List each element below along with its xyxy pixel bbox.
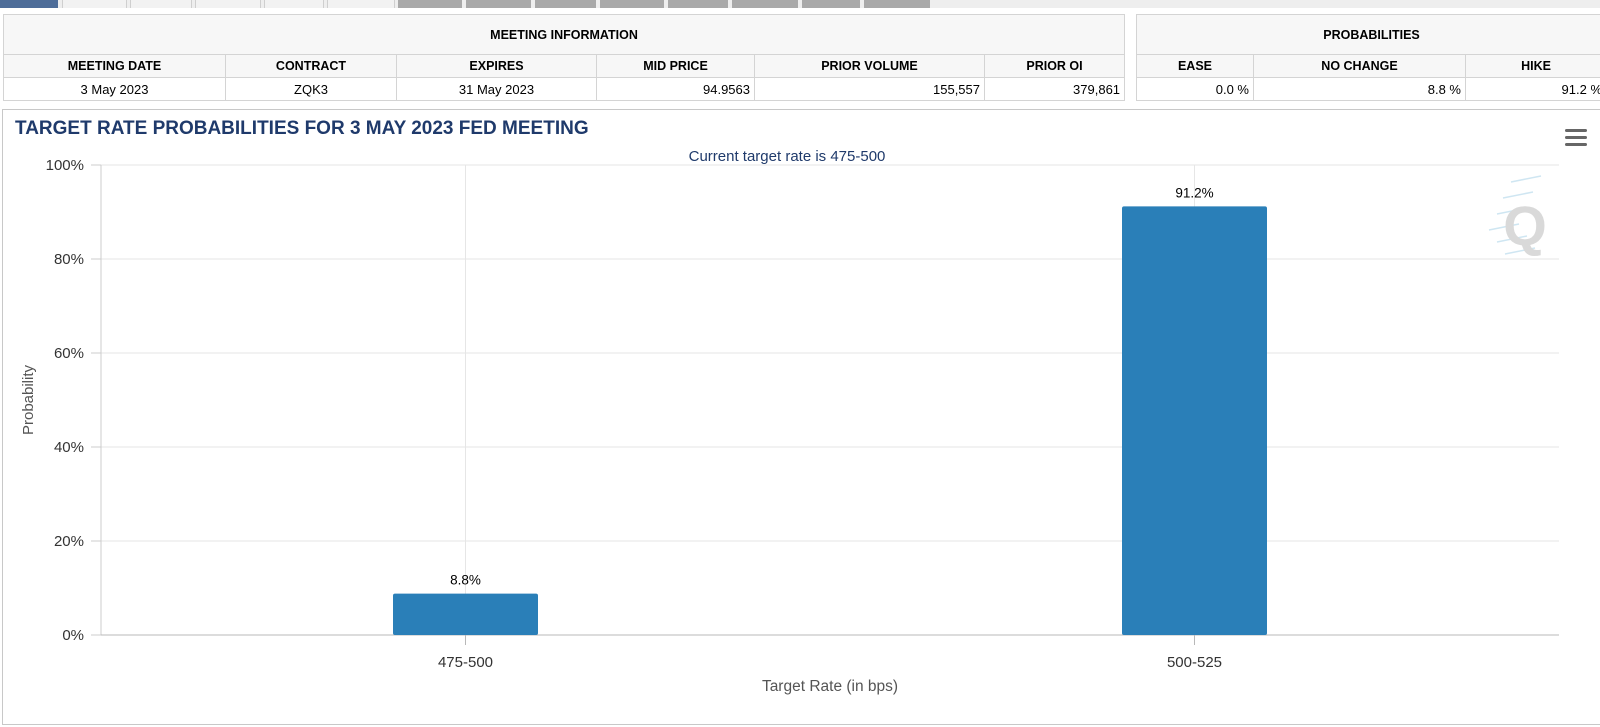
- column-header: MID PRICE: [596, 54, 755, 78]
- tab[interactable]: [864, 0, 930, 8]
- tab[interactable]: [327, 0, 395, 8]
- tab[interactable]: [668, 0, 728, 8]
- y-tick-label: 60%: [54, 345, 84, 362]
- column-header: EASE: [1136, 54, 1254, 78]
- column-header: MEETING DATE: [3, 54, 226, 78]
- mid-price-cell: 94.9563: [596, 77, 755, 101]
- tab-active[interactable]: [0, 0, 58, 8]
- y-tick-label: 0%: [62, 627, 84, 644]
- meeting-information-header: MEETING INFORMATION: [2, 14, 1126, 55]
- tab[interactable]: [398, 0, 462, 8]
- chart-subtitle: Current target rate is 475-500: [689, 148, 886, 165]
- tab[interactable]: [535, 0, 596, 8]
- tab[interactable]: [802, 0, 860, 8]
- table-row: 0.0 % 8.8 % 91.2 %: [1136, 77, 1600, 101]
- y-tick-label: 80%: [54, 251, 84, 268]
- expires-cell: 31 May 2023: [396, 77, 597, 101]
- x-tick-label: 475-500: [438, 654, 493, 671]
- column-header: CONTRACT: [225, 54, 397, 78]
- column-header: EXPIRES: [396, 54, 597, 78]
- tab[interactable]: [264, 0, 324, 8]
- y-tick-label: 40%: [54, 439, 84, 456]
- bar: [393, 593, 538, 635]
- bar-chart: 0% 20% 40% 60% 80% 100% 8.8% 475-500 91.2% 500-52…: [20, 148, 1559, 695]
- column-header: NO CHANGE: [1253, 54, 1466, 78]
- tab[interactable]: [466, 0, 531, 8]
- watermark-letter: Q: [1503, 194, 1547, 257]
- x-tick-label: 500-525: [1167, 654, 1222, 671]
- column-header: PRIOR OI: [983, 54, 1126, 78]
- y-axis-title: Probability: [20, 364, 37, 435]
- tab-strip: [0, 0, 1600, 8]
- column-header: HIKE: [1464, 54, 1600, 78]
- hike-cell: 91.2 %: [1464, 77, 1600, 101]
- column-header: PRIOR VOLUME: [754, 54, 985, 78]
- contract-cell: ZQK3: [225, 77, 397, 101]
- probabilities-header: PROBABILITIES: [1135, 14, 1600, 55]
- tab[interactable]: [62, 0, 127, 8]
- meeting-date-cell: 3 May 2023: [3, 77, 226, 101]
- prior-volume-cell: 155,557: [754, 77, 985, 101]
- chart-title: TARGET RATE PROBABILITIES FOR 3 MAY 2023…: [15, 118, 589, 139]
- tab[interactable]: [600, 0, 664, 8]
- data-label: 8.8%: [450, 573, 481, 588]
- ease-cell: 0.0 %: [1136, 77, 1254, 101]
- meeting-information-table: MEETING INFORMATION MEETING DATE CONTRAC…: [2, 14, 1126, 101]
- bar: [1122, 206, 1267, 636]
- y-tick-label: 20%: [54, 533, 84, 550]
- prior-oi-cell: 379,861: [983, 77, 1126, 101]
- data-label: 91.2%: [1175, 185, 1213, 200]
- x-axis-title: Target Rate (in bps): [762, 678, 898, 695]
- no-change-cell: 8.8 %: [1253, 77, 1466, 101]
- tab[interactable]: [130, 0, 192, 8]
- y-tick-label: 100%: [46, 157, 84, 174]
- tab[interactable]: [732, 0, 798, 8]
- tab[interactable]: [195, 0, 261, 8]
- table-row: 3 May 2023 ZQK3 31 May 2023 94.9563 155,…: [3, 77, 1126, 101]
- chart-panel: 0% 20% 40% 60% 80% 100% 8.8% 475-500 91.2% 500-52…: [2, 109, 1600, 725]
- q-logo-icon: Q: [1488, 175, 1547, 257]
- probabilities-table: PROBABILITIES EASE NO CHANGE HIKE 0.0 % …: [1135, 14, 1600, 101]
- hamburger-menu-icon[interactable]: [1565, 129, 1587, 147]
